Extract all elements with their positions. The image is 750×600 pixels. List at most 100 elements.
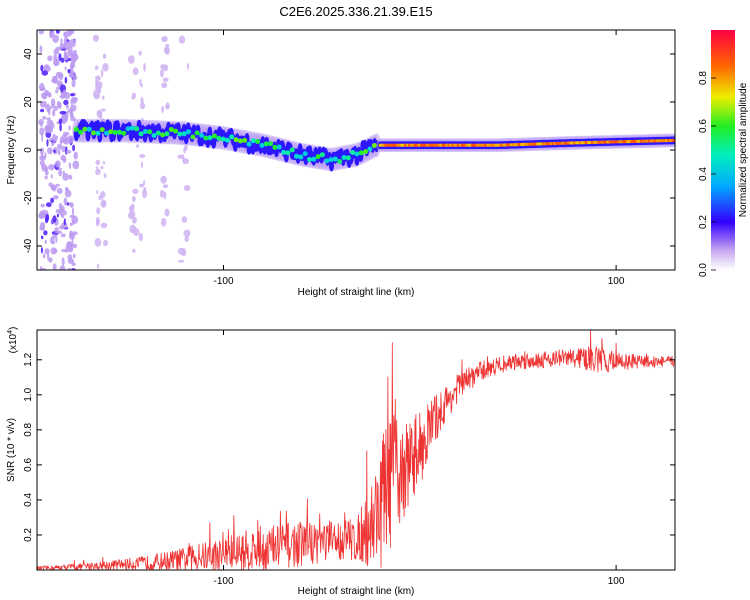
snr-y-tick-label: 1.2 (23, 352, 34, 366)
heatmap-cell (141, 161, 143, 169)
heatmap-cell (130, 203, 135, 210)
heatmap-cell (237, 138, 243, 144)
colorbar-ticks: 0.0 0.2 0.4 0.6 0.8 (698, 71, 716, 277)
heatmap-cell (263, 141, 269, 147)
heatmap-cell (164, 131, 170, 137)
heatmap-cell (162, 64, 169, 72)
heatmap-cell (139, 78, 142, 86)
heatmap-cell (55, 46, 62, 51)
heatmap-cell (101, 95, 105, 100)
heatmap-cell (165, 43, 170, 48)
heatmap-cell (177, 131, 183, 137)
heatmap-cell (233, 137, 239, 143)
heatmap-cell (98, 110, 103, 120)
heatmap-cell (289, 147, 295, 153)
heatmap-cell (164, 46, 170, 55)
heatmap-cell (207, 135, 213, 141)
heatmap-cell (63, 99, 69, 106)
heatmap-cell (276, 144, 282, 150)
colorbar-label: Normalized spectral amplitude (738, 82, 749, 217)
heatmap-cell (40, 203, 45, 208)
heatmap-cell (44, 91, 52, 96)
heatmap-cell (55, 71, 63, 78)
spectrogram-y-tick-label: -40 (23, 238, 34, 253)
snr-y-tick-label: 0.2 (23, 528, 34, 542)
heatmap-cell (61, 145, 66, 153)
heatmap-cell (42, 116, 47, 120)
heatmap-cell (59, 265, 66, 270)
heatmap-cell (69, 242, 74, 251)
heatmap-cell (62, 170, 65, 176)
heatmap-cell (92, 34, 99, 42)
colorbar-gradient (711, 30, 735, 270)
heatmap-cell (52, 75, 58, 83)
heatmap-cell (64, 189, 72, 198)
heatmap-cell (53, 149, 56, 153)
heatmap-cell (45, 202, 52, 208)
heatmap-cell (112, 129, 118, 135)
heatmap-cell (71, 61, 75, 69)
heatmap-cell (48, 257, 53, 263)
heatmap-cell (55, 234, 58, 243)
heatmap-cell (63, 52, 70, 61)
heatmap-cell (103, 239, 108, 247)
heatmap-cell (58, 202, 63, 210)
heatmap-cell (67, 69, 71, 74)
heatmap-cell (39, 127, 45, 136)
heatmap-cell (95, 130, 101, 136)
heatmap-cell (220, 136, 226, 142)
heatmap-cell (160, 175, 167, 184)
heatmap-cell (78, 129, 84, 135)
heatmap-cell (64, 66, 67, 71)
heatmap-cell (41, 70, 49, 76)
heatmap-cell (115, 120, 120, 133)
heatmap-cell (50, 236, 55, 244)
heatmap-cell (178, 259, 185, 263)
heatmap-cell (53, 195, 59, 200)
heatmap-cell (315, 154, 321, 160)
heatmap-cell (354, 151, 360, 157)
heatmap-cell (246, 141, 252, 147)
heatmap-cell (160, 69, 164, 78)
heatmap-cell (229, 134, 235, 140)
heatmap-cell (177, 154, 185, 159)
heatmap-cell (97, 110, 100, 115)
heatmap-cell (307, 157, 312, 162)
snr-frame (36, 329, 676, 571)
heatmap-cell (100, 108, 106, 112)
heatmap-cell (281, 149, 287, 155)
heatmap-cell (67, 267, 72, 270)
snr-y-tick-label: 0.6 (23, 458, 34, 472)
heatmap-cell (72, 253, 76, 259)
heatmap-cell (50, 174, 53, 179)
heatmap-cell (132, 195, 136, 202)
heatmap-cell (133, 228, 140, 237)
heatmap-cell (140, 96, 144, 105)
heatmap-cell (116, 129, 122, 135)
heatmap-cell (57, 230, 63, 234)
heatmap-cell (48, 164, 55, 171)
heatmap-cell (73, 151, 78, 160)
snr-xlabel: Height of straight line (km) (298, 586, 415, 597)
heatmap-cell (64, 76, 68, 84)
heatmap-cell (134, 129, 140, 142)
heatmap-cell (46, 103, 51, 113)
heatmap-cell (56, 213, 60, 218)
heatmap-cell (125, 126, 131, 132)
heatmap-cell (58, 102, 62, 110)
heatmap-cell (328, 157, 334, 163)
heatmap-cell (132, 67, 139, 76)
heatmap-cell (59, 43, 66, 49)
heatmap-cell (63, 210, 67, 216)
heatmap-cell (38, 119, 44, 125)
heatmap-cell (224, 137, 230, 143)
heatmap-cell (128, 212, 134, 220)
heatmap-cell (143, 62, 147, 72)
heatmap-cell (48, 182, 53, 187)
heatmap-cell (212, 133, 217, 139)
heatmap-cell (102, 161, 106, 165)
heatmap-cell (134, 126, 140, 132)
heatmap-cell (367, 146, 373, 152)
heatmap-cell (350, 150, 356, 155)
heatmap-cell (59, 225, 65, 230)
